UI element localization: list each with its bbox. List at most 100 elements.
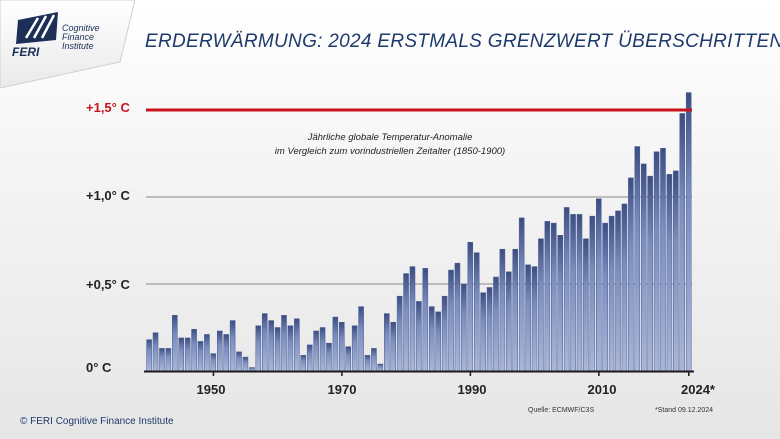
- chart-annotation: Jährliche globale Temperatur-Anomalie im…: [240, 131, 540, 159]
- bar-1960: [274, 327, 281, 372]
- bar-1956: [249, 367, 255, 372]
- y-tick-label-3: +1,5° C: [86, 100, 130, 115]
- bar-1963: [294, 318, 300, 372]
- bar-2018: [647, 175, 653, 372]
- bar-1968: [326, 342, 332, 372]
- bar-1966: [313, 330, 319, 372]
- bar-1962: [287, 325, 294, 372]
- bar-2000: [531, 266, 538, 372]
- date-note: *Stand 09.12.2024: [655, 407, 713, 414]
- bar-1992: [480, 292, 486, 372]
- bar-2002: [544, 221, 551, 372]
- bar-1944: [172, 315, 178, 372]
- bar-2014: [621, 203, 628, 372]
- bar-1998: [518, 217, 525, 372]
- logo-line-1: Cognitive: [62, 23, 100, 33]
- bar-2019: [653, 151, 660, 372]
- logo-text: Cognitive Finance Institute: [62, 24, 122, 51]
- bar-2012: [608, 215, 615, 372]
- bar-1987: [448, 269, 454, 372]
- y-tick-label-2: +1,0° C: [86, 188, 130, 203]
- copyright: © FERI Cognitive Finance Institute: [20, 416, 174, 427]
- bar-1983: [422, 268, 429, 372]
- bar-2003: [551, 222, 557, 372]
- annotation-line-1: Jährliche globale Temperatur-Anomalie: [307, 132, 473, 143]
- bar-2008: [583, 238, 589, 372]
- bar-2024: [685, 92, 692, 372]
- bar-2011: [602, 222, 608, 372]
- bar-1990: [467, 241, 474, 372]
- bar-1986: [441, 295, 448, 372]
- bar-1991: [473, 252, 480, 372]
- bar-2021: [666, 174, 673, 372]
- bar-1953: [229, 320, 236, 372]
- bar-1948: [197, 341, 204, 372]
- bar-1973: [358, 306, 364, 372]
- bar-1994: [493, 276, 499, 372]
- x-tick-label-3: 2010: [587, 382, 617, 397]
- bar-1940: [146, 339, 152, 372]
- bar-1996: [506, 271, 512, 372]
- logo-mark-icon: [16, 12, 58, 44]
- y-tick-label-1: +0,5° C: [86, 277, 130, 292]
- logo: [0, 0, 135, 88]
- y-tick-label-0: 0° C: [86, 360, 112, 375]
- bar-1954: [236, 351, 242, 372]
- bar-1949: [204, 334, 210, 372]
- logo-line-3: Institute: [62, 41, 94, 51]
- bar-1942: [159, 348, 165, 372]
- bar-1967: [319, 327, 326, 372]
- bar-1997: [512, 248, 519, 372]
- bar-1989: [461, 283, 467, 372]
- bar-1982: [416, 301, 422, 372]
- bar-1980: [403, 273, 409, 372]
- bar-1977: [384, 313, 390, 372]
- bar-1988: [454, 262, 461, 372]
- bar-2001: [538, 238, 544, 372]
- bar-1945: [178, 337, 184, 372]
- bar-1995: [499, 248, 506, 372]
- bar-2006: [570, 214, 576, 372]
- bar-1969: [332, 316, 339, 372]
- bar-2023: [679, 113, 686, 372]
- bar-2013: [615, 210, 621, 372]
- bar-1950: [210, 353, 217, 372]
- annotation-line-2: im Vergleich zum vorindustriellen Zeital…: [274, 146, 506, 157]
- bar-1970: [339, 322, 345, 372]
- bar-2020: [660, 148, 666, 372]
- bar-1957: [255, 325, 262, 372]
- bar-1965: [306, 344, 313, 372]
- bar-2017: [640, 163, 647, 372]
- x-tick-label-0: 1950: [196, 382, 226, 397]
- bar-1964: [300, 355, 307, 372]
- bar-1955: [242, 356, 249, 372]
- bar-1959: [268, 320, 274, 372]
- bar-2005: [563, 207, 570, 372]
- bar-1979: [396, 295, 403, 372]
- bar-1952: [223, 334, 229, 372]
- bar-1971: [345, 346, 352, 372]
- page-title: ERDERWÄRMUNG: 2024 ERSTMALS GRENZWERT ÜB…: [145, 31, 780, 52]
- bar-2007: [576, 214, 583, 372]
- x-tick-label-4: 2024*: [681, 382, 715, 397]
- bar-1947: [191, 328, 197, 372]
- bar-1984: [428, 306, 435, 372]
- bar-1976: [377, 363, 384, 372]
- logo-brand: FERI: [12, 45, 40, 59]
- x-tick-label-2: 1990: [457, 382, 487, 397]
- bar-1943: [165, 348, 172, 372]
- bar-2004: [557, 235, 563, 372]
- bar-1946: [184, 337, 191, 372]
- bar-1951: [217, 330, 223, 372]
- bar-2015: [628, 177, 634, 372]
- bar-1978: [390, 322, 396, 372]
- x-tick-label-1: 1970: [327, 382, 357, 397]
- bar-1958: [261, 313, 268, 372]
- bar-1974: [364, 355, 371, 372]
- source-note: Quelle: ECMWF/C3S: [528, 407, 595, 414]
- bar-2009: [589, 215, 596, 372]
- bar-1981: [409, 266, 416, 372]
- bar-1975: [371, 348, 377, 372]
- bar-1999: [525, 264, 531, 372]
